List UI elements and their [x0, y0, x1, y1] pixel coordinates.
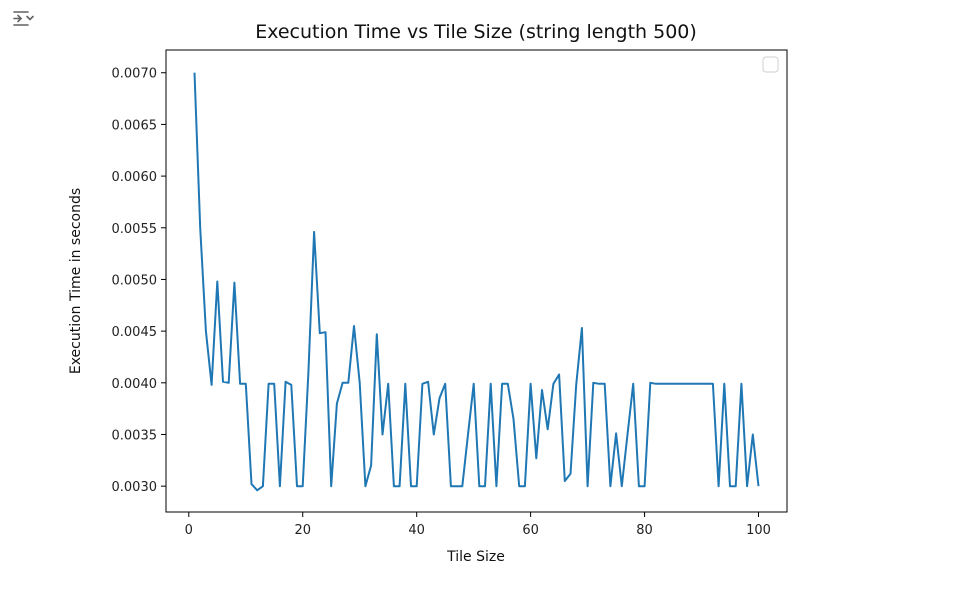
- x-tick-label: 0: [185, 523, 193, 538]
- y-tick-label: 0.0055: [112, 222, 158, 237]
- x-tick-label: 60: [522, 523, 539, 538]
- y-tick-label: 0.0030: [112, 480, 158, 495]
- series-line: [193, 72, 760, 492]
- y-tick-label: 0.0070: [112, 67, 158, 82]
- y-tick-label: 0.0040: [112, 377, 158, 392]
- output-collapse-icon[interactable]: [12, 9, 36, 29]
- plot-frame: [165, 49, 788, 513]
- x-tick-label: 20: [294, 523, 311, 538]
- y-tick-label: 0.0045: [112, 325, 158, 340]
- chart-title: Execution Time vs Tile Size (string leng…: [255, 21, 697, 43]
- y-tick-label: 0.0035: [112, 428, 158, 443]
- x-tick-label: 100: [746, 523, 771, 538]
- x-axis-label: Tile Size: [446, 549, 505, 565]
- y-tick-label: 0.0050: [112, 273, 158, 288]
- x-tick-label: 40: [408, 523, 425, 538]
- y-tick-label: 0.0065: [112, 118, 158, 133]
- legend-box: [762, 56, 779, 73]
- x-tick-label: 80: [636, 523, 653, 538]
- x-axis: 0 20 40 60 80 100: [185, 512, 771, 538]
- y-tick-label: 0.0060: [112, 170, 158, 185]
- y-axis: 0.0030 0.0035 0.0040 0.0045 0.0050 0.0055 0.00…: [112, 67, 166, 495]
- y-axis-label: Execution Time in seconds: [68, 188, 84, 374]
